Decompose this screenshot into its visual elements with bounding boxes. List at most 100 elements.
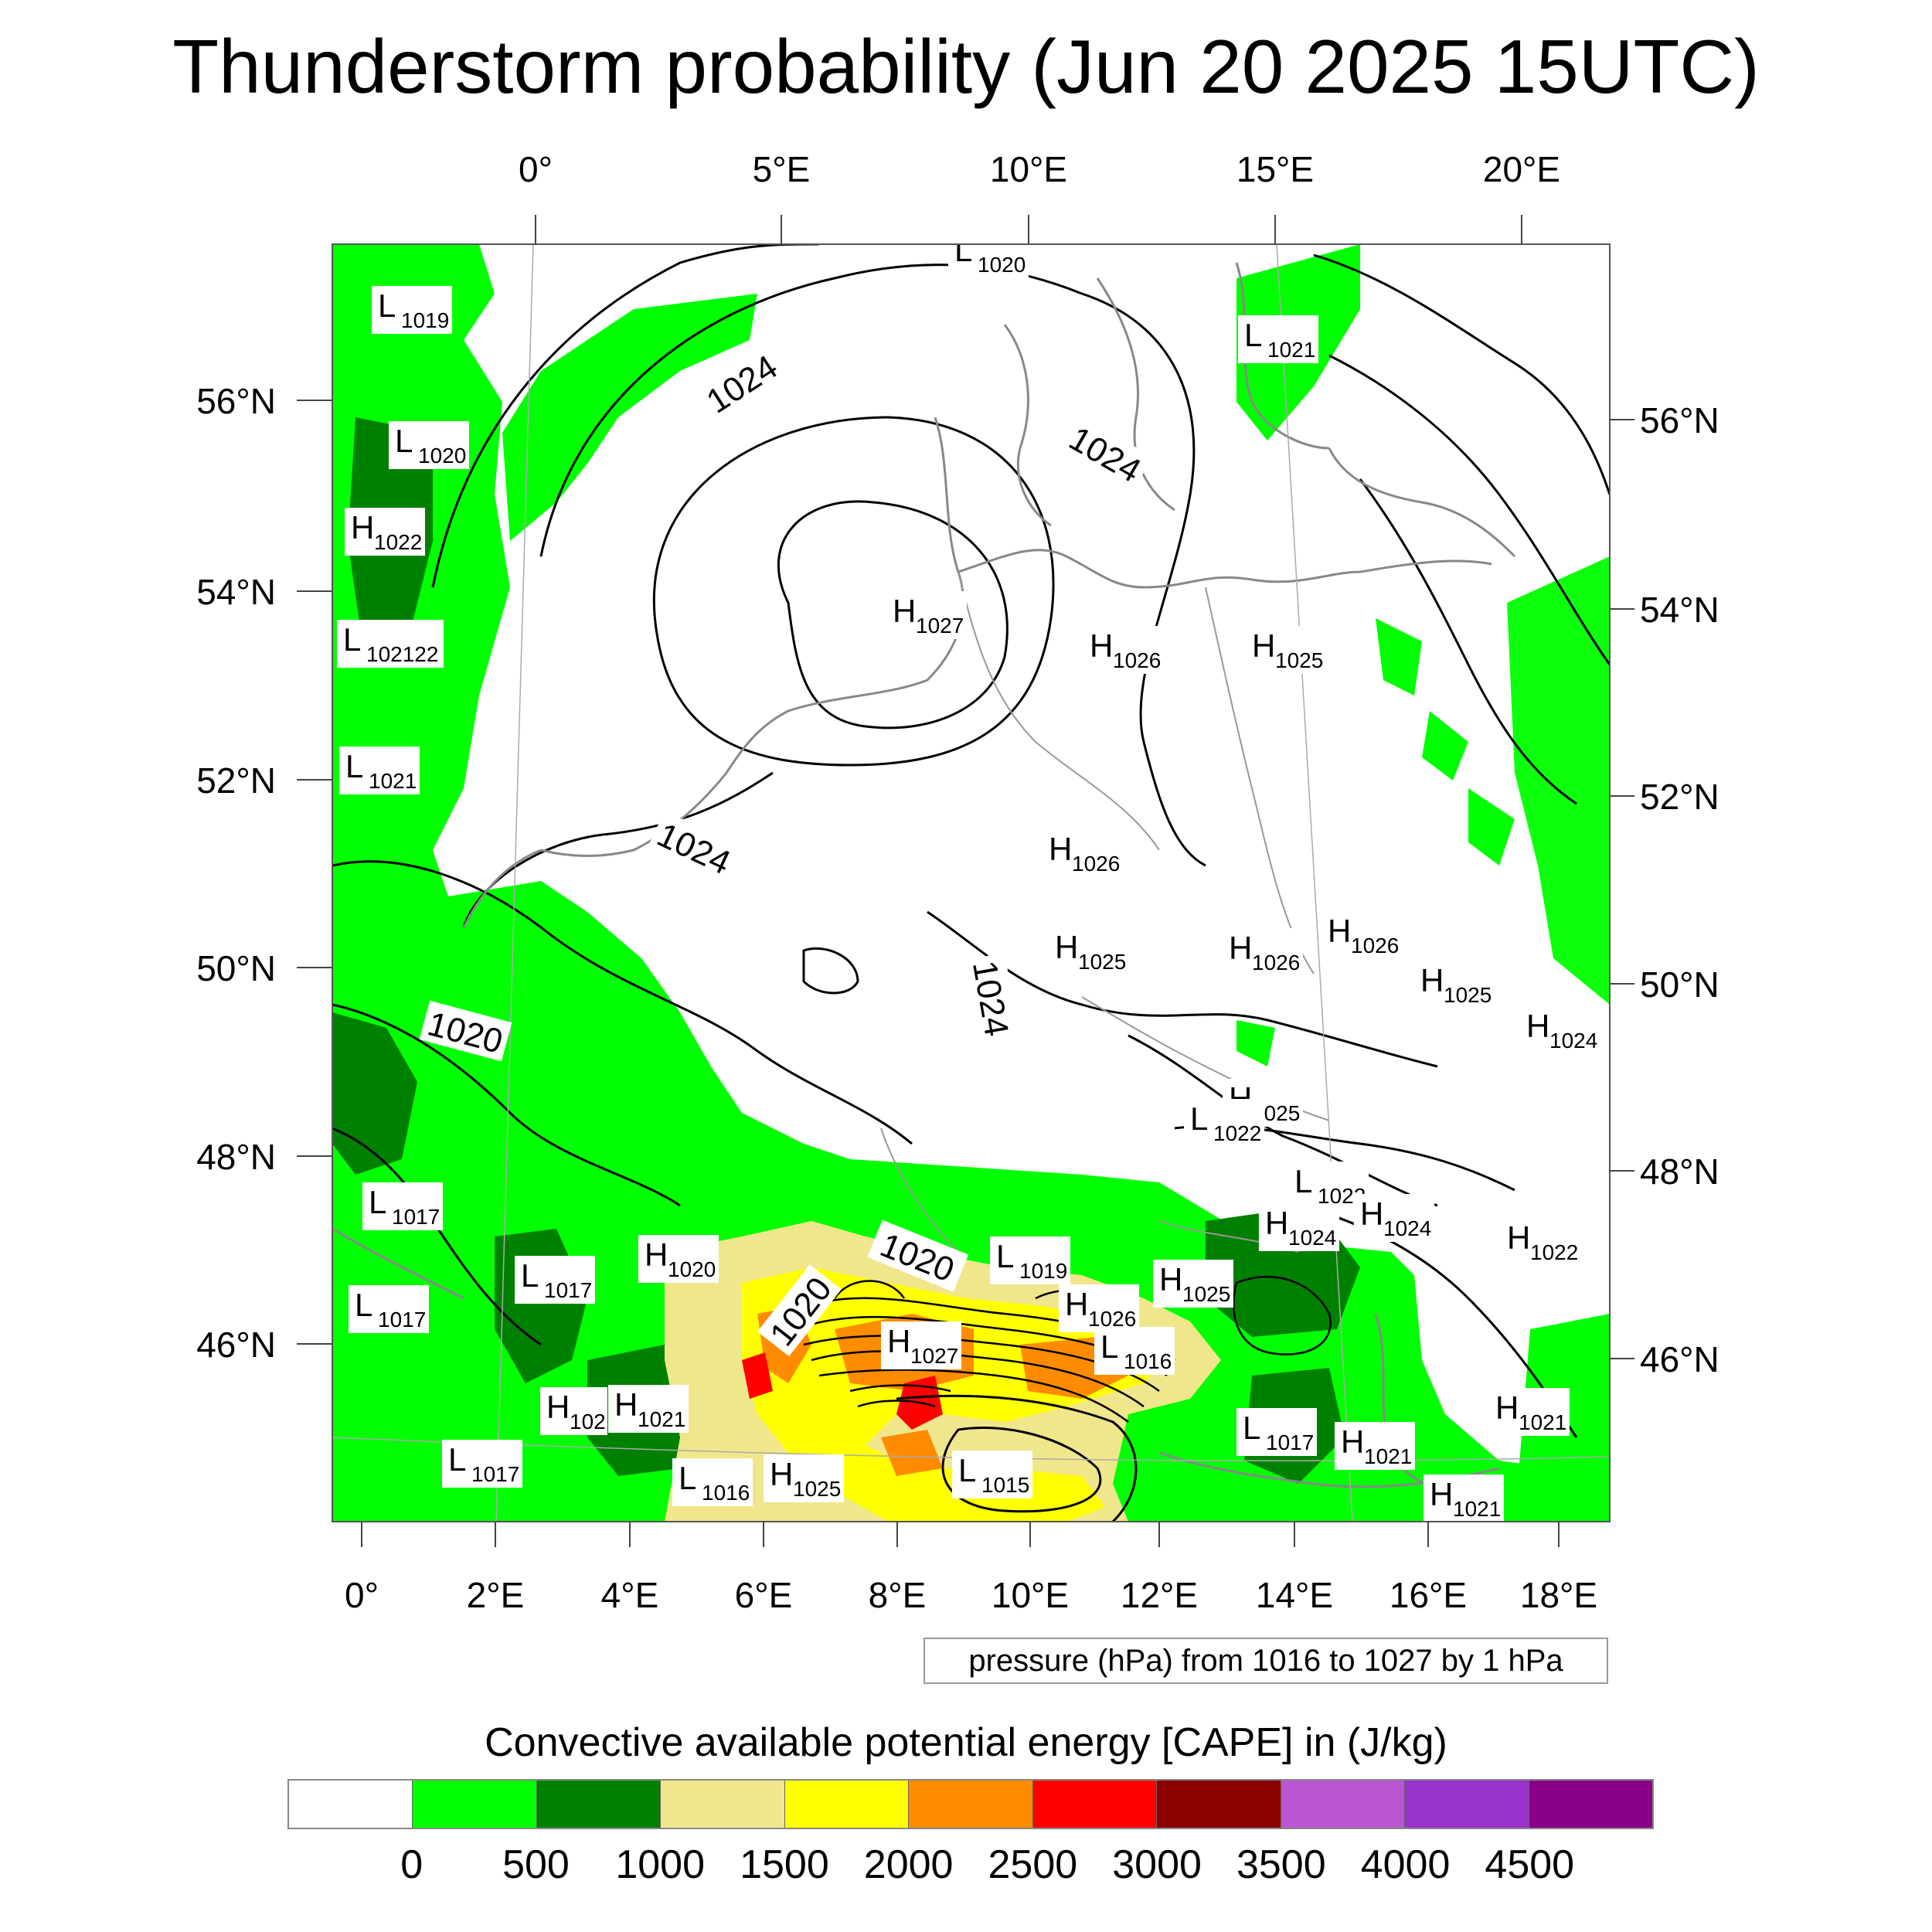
tick-label: 10°E — [992, 1575, 1069, 1615]
high-pressure-label: H 1026 — [1059, 1284, 1139, 1332]
pressure-center-type: H — [1265, 1205, 1288, 1241]
pressure-center-type: H — [1055, 929, 1078, 965]
tick-label: 48°N — [196, 1137, 276, 1177]
pressure-center-value: 1020 — [668, 1257, 716, 1281]
high-pressure-label: H 1026 — [1083, 626, 1164, 674]
colorbar-tick-label: 2500 — [988, 1842, 1078, 1887]
top-longitude-labels: 0° 5°E 10°E 15°E 20°E — [519, 149, 1560, 189]
low-pressure-label: L 1017 — [515, 1256, 595, 1304]
low-pressure-label: L 1021 — [339, 747, 420, 794]
colorbar-swatch — [1157, 1781, 1281, 1828]
pressure-center-value: 1024 — [1383, 1216, 1431, 1240]
low-pressure-label: L 1016 — [1094, 1327, 1175, 1375]
pressure-center-type: L — [1294, 1163, 1312, 1199]
high-pressure-label: H 1026 — [1043, 829, 1123, 877]
pressure-center-value: 1024 — [1549, 1029, 1597, 1053]
pressure-center-value: 1019 — [1019, 1259, 1067, 1283]
pressure-center-value: 1026 — [1072, 852, 1120, 876]
low-pressure-label: L 1022 — [1184, 1099, 1264, 1147]
map-title: Thunderstorm probability (Jun 20 2025 15… — [172, 24, 1760, 109]
pressure-center-type: H — [1090, 628, 1113, 664]
pressure-center-type: L — [355, 1287, 372, 1323]
pressure-center-value: 1025 — [793, 1477, 841, 1501]
pressure-note: pressure (hPa) from 1016 to 1027 by 1 hP… — [923, 1638, 1608, 1684]
high-pressure-label: H 1024 — [1259, 1203, 1339, 1251]
tick-label: 54°N — [1640, 590, 1719, 630]
pressure-center-type: L — [345, 748, 363, 784]
colorbar-title: Convective available potential energy [C… — [485, 1720, 1447, 1765]
low-pressure-label: L 102122 — [337, 620, 444, 668]
tick-label: 0° — [345, 1575, 379, 1615]
cape-shading-0-500 — [332, 244, 1610, 1522]
pressure-center-value: 1026 — [1252, 951, 1300, 975]
tick-label: 52°N — [196, 760, 276, 801]
high-pressure-label: H 1026 — [1223, 928, 1303, 976]
pressure-center-type: H — [1420, 962, 1444, 998]
high-pressure-label: H 1027 — [881, 1321, 961, 1369]
tick-label: 15°E — [1236, 149, 1314, 189]
pressure-center-value: 1021 — [1267, 338, 1315, 362]
pressure-center-value: 102122 — [366, 642, 438, 666]
pressure-center-value: 1026 — [1088, 1307, 1136, 1331]
tick-label: 2°E — [467, 1575, 525, 1615]
colorbar-swatch — [1529, 1781, 1652, 1828]
pressure-center-value: 1016 — [702, 1481, 750, 1505]
pressure-center-value: 1017 — [544, 1278, 592, 1302]
colorbar-tick-label: 3500 — [1236, 1842, 1326, 1887]
pressure-center-value: 1019 — [401, 308, 449, 332]
pressure-center-value: 1027 — [916, 614, 964, 638]
colorbar — [287, 1779, 1654, 1829]
pressure-center-type: H — [1360, 1196, 1383, 1232]
right-latitude-labels: 56°N 54°N 52°N 50°N 48°N 46°N — [1640, 400, 1719, 1379]
tick-label: 54°N — [196, 572, 276, 612]
pressure-center-value: 102 — [570, 1410, 606, 1434]
colorbar-swatch — [289, 1781, 413, 1828]
tick-label: 16°E — [1389, 1575, 1467, 1615]
colorbar-swatch — [1405, 1781, 1529, 1828]
left-latitude-labels: 56°N 54°N 52°N 50°N 48°N 46°N — [196, 381, 276, 1365]
high-pressure-label: H 1020 — [638, 1235, 719, 1283]
high-pressure-label: H 1021 — [1423, 1475, 1504, 1522]
tick-label: 50°N — [196, 948, 276, 988]
colorbar-tick-label: 1000 — [615, 1842, 706, 1887]
pressure-center-value: 1022 — [374, 530, 422, 554]
pressure-center-type: H — [1526, 1008, 1549, 1044]
colorbar-swatch — [784, 1781, 910, 1828]
tick-label: 56°N — [1640, 400, 1719, 440]
low-pressure-label: L 1017 — [349, 1285, 429, 1333]
low-pressure-label: L 1019 — [990, 1236, 1070, 1284]
colorbar-swatch — [661, 1781, 785, 1828]
bottom-longitude-labels: 0° 2°E 4°E 6°E 8°E 10°E 12°E 14°E 16°E 1… — [345, 1575, 1597, 1615]
colorbar-swatch — [536, 1781, 662, 1828]
pressure-center-type: L — [1244, 317, 1262, 353]
tick-label: 10°E — [990, 149, 1067, 189]
pressure-center-type: L — [1190, 1100, 1208, 1137]
tick-label: 8°E — [869, 1575, 927, 1615]
pressure-center-type: H — [1507, 1219, 1530, 1256]
pressure-center-type: H — [1341, 1423, 1364, 1460]
map-panel: 1024 1024 1024 1020 1020 1020 — [332, 244, 1610, 1522]
pressure-center-type: H — [1252, 628, 1275, 664]
tick-label: 0° — [519, 149, 553, 189]
pressure-center-type: H — [1065, 1286, 1088, 1322]
pressure-center-type: L — [1100, 1328, 1118, 1365]
colorbar-swatch — [413, 1781, 537, 1828]
high-pressure-label: H 1027 — [886, 591, 967, 639]
pressure-center-type: H — [1328, 913, 1351, 949]
pressure-center-type: H — [614, 1386, 638, 1423]
colorbar-tick-label: 3000 — [1112, 1842, 1202, 1887]
high-pressure-label: H 1025 — [764, 1454, 844, 1502]
pressure-center-value: 1026 — [1113, 648, 1161, 672]
pressure-center-value: 1015 — [981, 1473, 1029, 1497]
pressure-center-type: L — [343, 621, 361, 658]
low-pressure-label: L 1016 — [672, 1458, 753, 1506]
low-pressure-label: L 1015 — [952, 1451, 1032, 1498]
low-pressure-label: L 1017 — [362, 1182, 443, 1230]
high-pressure-label: H 1022 — [1501, 1218, 1581, 1266]
pressure-center-type: L — [378, 287, 396, 324]
tick-label: 50°N — [1640, 964, 1719, 1005]
pressure-center-type: L — [1243, 1410, 1260, 1446]
high-pressure-label: H 1021 — [1335, 1422, 1415, 1470]
low-pressure-label: L 1021 — [1238, 315, 1318, 363]
